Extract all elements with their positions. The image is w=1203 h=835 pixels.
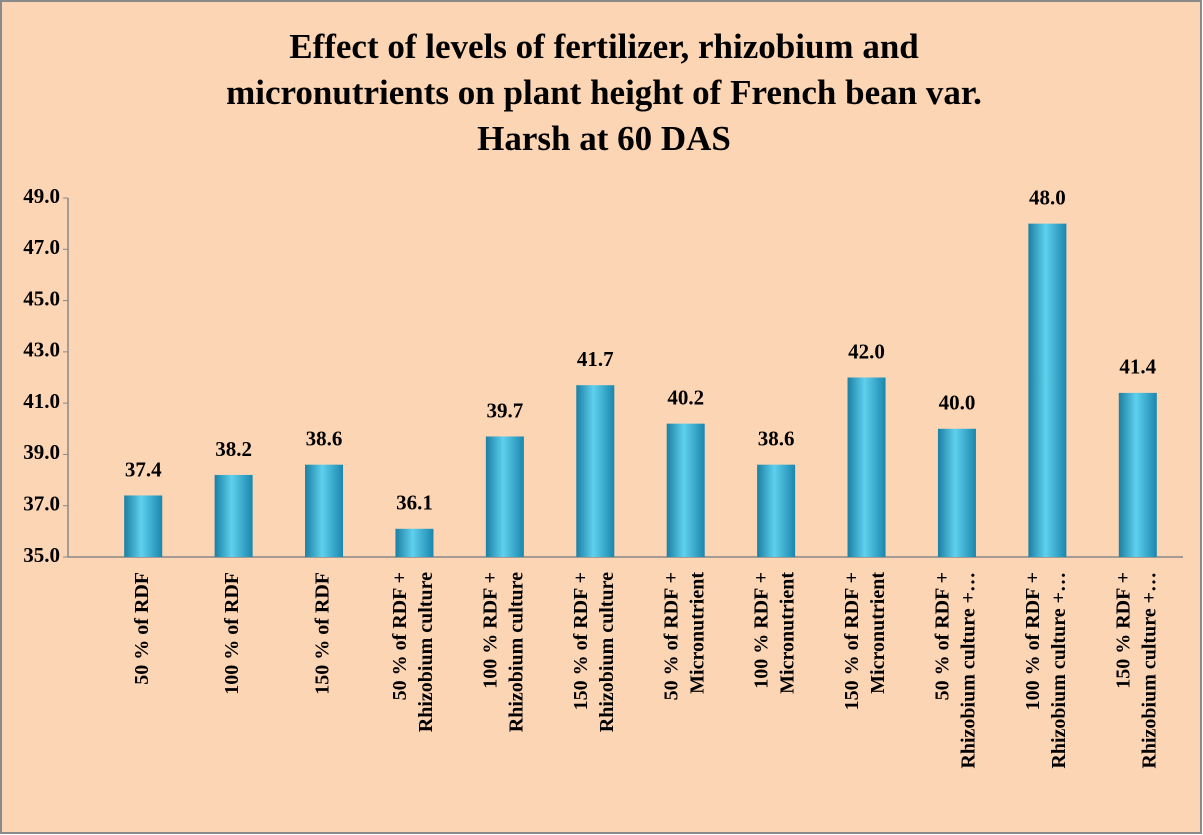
x-tick-label: 150 % of RDF +: [570, 572, 592, 710]
data-label: 42.0: [848, 339, 885, 363]
x-tick-label: Micronutrient: [867, 572, 889, 694]
x-tick-label: Micronutrient: [686, 572, 708, 694]
bar: [937, 428, 976, 557]
chart-title: Effect of levels of fertilizer, rhizobiu…: [289, 27, 919, 66]
y-tick-label: 43.0: [23, 338, 60, 362]
y-tick-label: 35.0: [23, 543, 60, 567]
y-tick-label: 41.0: [23, 389, 60, 413]
x-tick-label: 100 % of RDF +: [1022, 572, 1044, 710]
y-tick-label: 47.0: [23, 235, 60, 259]
data-label: 39.7: [487, 398, 524, 422]
x-tick-label: 150 % of RDF: [312, 572, 334, 695]
bar: [576, 385, 615, 557]
x-tick-label: 50 % of RDF: [131, 572, 153, 685]
data-label: 36.1: [396, 491, 433, 515]
data-label: 37.4: [125, 457, 162, 481]
chart-title: Harsh at 60 DAS: [477, 119, 731, 158]
bar: [305, 464, 344, 557]
bar: [666, 423, 705, 557]
chart-title: micronutrients on plant height of French…: [226, 73, 982, 112]
x-tick-label: Rhizobium culture: [505, 572, 527, 732]
data-label: 38.6: [306, 426, 343, 450]
y-tick-label: 37.0: [23, 492, 60, 516]
bar: [395, 528, 434, 557]
x-tick-label: 50 % of RDF +: [660, 572, 682, 700]
bar: [485, 436, 524, 557]
x-tick-label: Rhizobium culture: [596, 572, 618, 732]
bar: [757, 464, 796, 557]
y-tick-label: 49.0: [23, 184, 60, 208]
x-tick-label: Rhizobium culture +…: [1048, 572, 1070, 769]
x-tick-label: Rhizobium culture +…: [1138, 572, 1160, 769]
bar: [847, 377, 886, 557]
x-tick-label: 100 % RDF +: [751, 572, 773, 689]
x-tick-label: Rhizobium culture +…: [958, 572, 980, 769]
x-tick-label: 100 % of RDF: [221, 572, 243, 695]
data-label: 38.2: [215, 437, 252, 461]
x-tick-label: Rhizobium culture: [415, 572, 437, 732]
data-label: 38.6: [758, 426, 795, 450]
data-label: 41.4: [1119, 355, 1156, 379]
x-tick-label: Micronutrient: [777, 572, 799, 694]
y-tick-label: 45.0: [23, 286, 60, 310]
data-label: 40.0: [939, 391, 976, 415]
data-label: 41.7: [577, 347, 614, 371]
bar: [1118, 392, 1157, 557]
data-label: 40.2: [667, 385, 704, 409]
bar: [1028, 223, 1067, 557]
x-tick-label: 100 % RDF +: [479, 572, 501, 689]
data-label: 48.0: [1029, 185, 1066, 209]
x-tick-label: 150 % RDF +: [1112, 572, 1134, 689]
bar: [214, 474, 253, 557]
y-tick-label: 39.0: [23, 440, 60, 464]
bar: [124, 495, 163, 557]
x-tick-label: 50 % of RDF +: [389, 572, 411, 700]
x-tick-label: 150 % of RDF +: [841, 572, 863, 710]
x-tick-label: 50 % of RDF +: [932, 572, 954, 700]
